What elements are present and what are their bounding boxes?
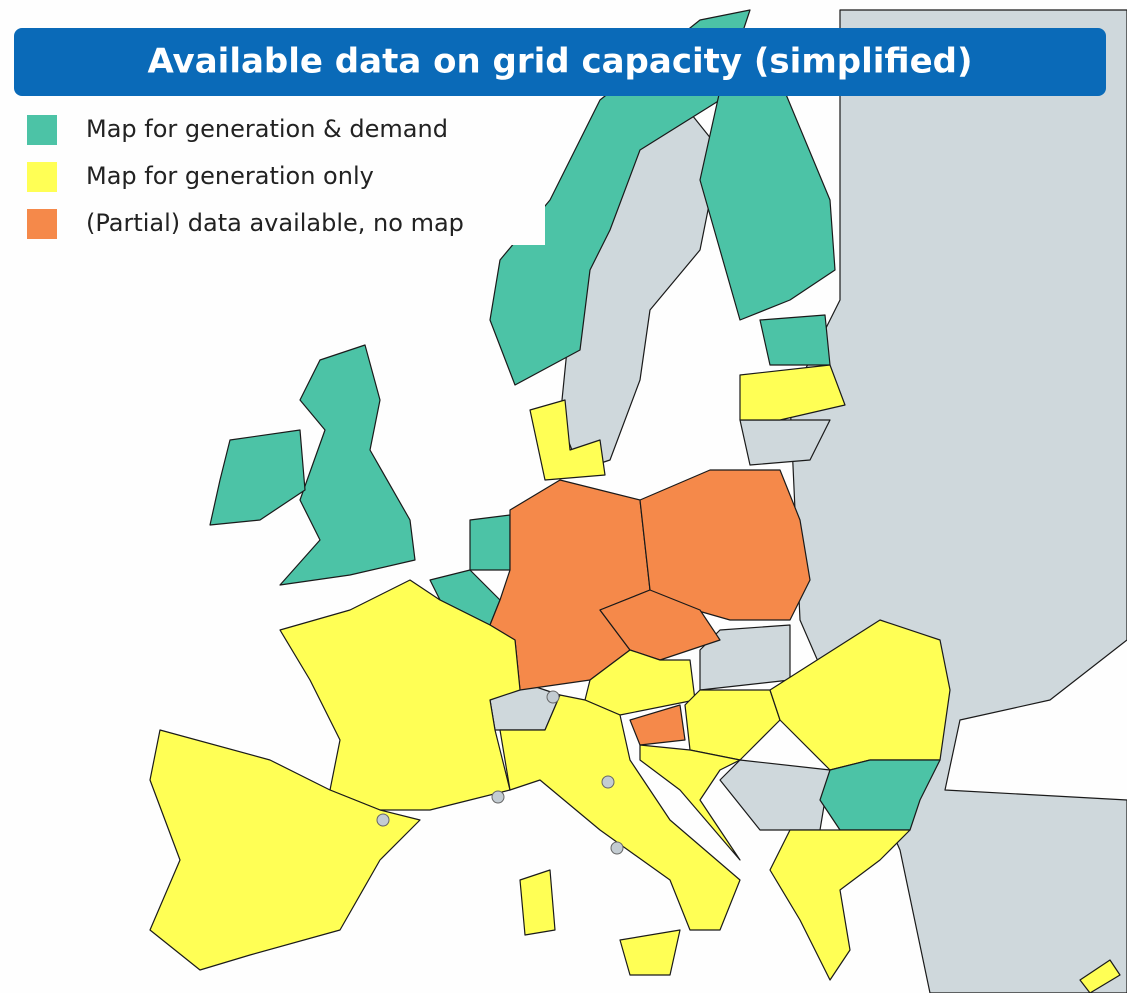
- legend-swatch: [27, 115, 57, 145]
- legend-label: Map for generation only: [86, 162, 374, 190]
- sardinia: [520, 870, 555, 935]
- interconnector-dot: [377, 814, 389, 826]
- legend-label: (Partial) data available, no map: [86, 209, 464, 237]
- interconnector-dot: [611, 842, 623, 854]
- interconnector-dot: [602, 776, 614, 788]
- legend-label: Map for generation & demand: [86, 115, 448, 143]
- legend-swatch: [27, 162, 57, 192]
- netherlands: [470, 515, 510, 570]
- interconnector-dot: [547, 691, 559, 703]
- estonia: [760, 315, 830, 365]
- map: Map for generation & demand Map for gener…: [0, 0, 1127, 993]
- page: Map for generation & demand Map for gener…: [0, 0, 1127, 993]
- title: Available data on grid capacity (simplif…: [147, 42, 972, 82]
- legend-swatch: [27, 209, 57, 239]
- interconnector-dot: [492, 791, 504, 803]
